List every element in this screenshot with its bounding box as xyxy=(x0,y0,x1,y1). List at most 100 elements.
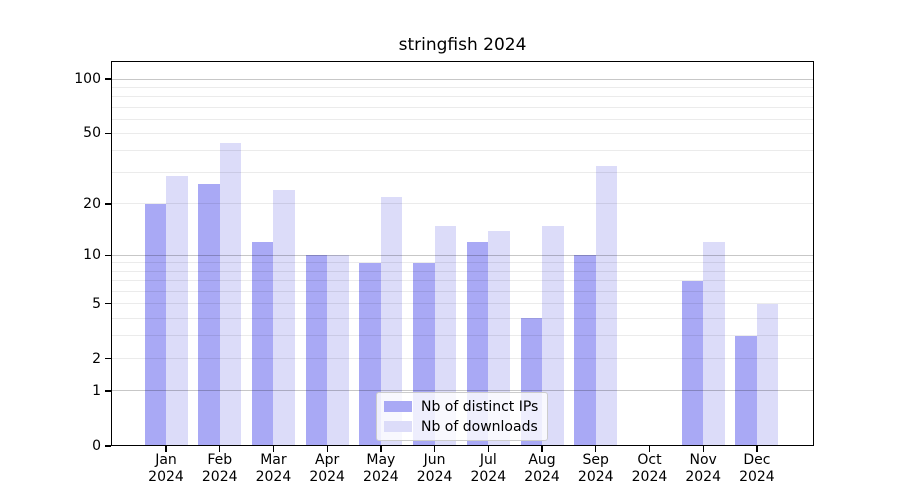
x-tick-label-month: May xyxy=(366,452,396,468)
x-tick-mark xyxy=(380,446,382,452)
y-tick-mark xyxy=(105,358,111,360)
x-tick-mark xyxy=(165,446,167,452)
x-tick-label-year: 2024 xyxy=(631,469,668,485)
bar-downloads xyxy=(219,143,242,446)
bar-distinct-ips xyxy=(198,183,220,446)
y-tick-label: 2 xyxy=(92,350,101,367)
y-gridline-minor xyxy=(111,203,814,205)
legend-label-distinct-ips: Nb of distinct IPs xyxy=(421,398,539,415)
legend: Nb of distinct IPs Nb of downloads xyxy=(376,392,549,441)
y-gridline-minor xyxy=(111,132,814,134)
bar-downloads xyxy=(166,175,188,446)
y-tick-mark xyxy=(105,390,111,392)
bar-distinct-ips xyxy=(735,335,757,446)
x-tick-mark xyxy=(272,446,275,452)
bar-distinct-ips xyxy=(574,255,596,446)
x-tick-label-year: 2024 xyxy=(255,469,292,485)
y-gridline-minor xyxy=(111,86,814,88)
x-tick-label-year: 2024 xyxy=(416,469,453,485)
x-tick-label-year: 2024 xyxy=(148,469,184,485)
x-tick-mark xyxy=(487,446,489,452)
x-tick-label-month: Apr xyxy=(315,452,340,468)
legend-item-downloads: Nb of downloads xyxy=(384,418,538,435)
x-tick-label-month: Jun xyxy=(423,452,446,468)
y-gridline-major xyxy=(111,390,814,392)
x-tick-label-year: 2024 xyxy=(363,469,399,485)
bar-distinct-ips xyxy=(144,203,166,446)
y-gridline-minor xyxy=(111,290,814,292)
y-gridline-minor xyxy=(111,262,814,264)
y-gridline-minor xyxy=(111,358,814,360)
x-tick-mark xyxy=(756,446,758,452)
y-tick-mark xyxy=(105,445,111,447)
y-gridline-major xyxy=(111,78,814,80)
y-tick-label: 1 xyxy=(92,382,101,399)
x-tick-label-month: Oct xyxy=(637,452,662,468)
y-gridline-minor xyxy=(111,317,814,319)
y-tick-label: 0 xyxy=(92,438,101,454)
x-tick-label-year: 2024 xyxy=(309,469,345,485)
x-tick-label-month: Nov xyxy=(689,452,717,468)
y-tick-mark xyxy=(105,254,111,256)
x-tick-mark xyxy=(702,446,704,452)
bar-downloads xyxy=(273,190,295,446)
x-tick-label-month: Aug xyxy=(528,452,556,468)
x-tick-label-year: 2024 xyxy=(577,469,614,485)
x-tick-mark xyxy=(433,446,436,452)
bar-downloads xyxy=(434,225,457,446)
y-tick-label: 10 xyxy=(83,247,101,264)
y-gridline-minor xyxy=(111,270,814,272)
bar-downloads xyxy=(703,242,725,446)
x-tick-label-month: Jul xyxy=(479,452,497,468)
y-tick-mark xyxy=(105,302,111,305)
bar-distinct-ips xyxy=(681,280,704,446)
x-tick-label-year: 2024 xyxy=(739,469,775,485)
x-tick-mark xyxy=(219,446,221,452)
x-tick-label-year: 2024 xyxy=(524,469,560,485)
x-tick-label-year: 2024 xyxy=(685,469,721,485)
legend-item-distinct-ips: Nb of distinct IPs xyxy=(384,398,538,415)
x-tick-label-month: Dec xyxy=(743,452,771,468)
bar-distinct-ips xyxy=(251,242,274,446)
x-tick-label-month: Mar xyxy=(260,452,287,468)
y-tick-label: 5 xyxy=(92,295,101,312)
chart-title: stringfish 2024 xyxy=(398,35,527,55)
bar-downloads xyxy=(380,196,403,446)
y-gridline-minor xyxy=(111,96,814,98)
x-tick-label-year: 2024 xyxy=(201,469,238,485)
y-gridline-minor xyxy=(111,106,814,108)
x-tick-label-month: Sep xyxy=(582,452,609,468)
y-gridline-minor xyxy=(111,172,814,174)
y-gridline-minor xyxy=(111,280,814,282)
x-tick-label-year: 2024 xyxy=(470,469,507,485)
x-tick-mark xyxy=(541,446,543,452)
y-gridline-minor xyxy=(111,303,814,305)
legend-swatch-distinct-ips xyxy=(384,401,412,412)
x-tick-mark xyxy=(595,446,597,452)
x-tick-mark xyxy=(326,446,328,452)
legend-label-downloads: Nb of downloads xyxy=(421,418,538,435)
y-tick-mark xyxy=(105,203,111,205)
bar-downloads xyxy=(756,303,779,446)
x-tick-label-month: Jan xyxy=(155,452,177,468)
y-tick-label: 20 xyxy=(83,195,101,212)
bar-distinct-ips xyxy=(359,262,381,446)
y-tick-label: 100 xyxy=(74,71,101,88)
y-tick-label: 50 xyxy=(83,125,101,142)
y-tick-mark xyxy=(105,132,111,135)
legend-swatch-downloads xyxy=(384,421,412,432)
x-tick-mark xyxy=(648,446,651,452)
x-tick-label-month: Feb xyxy=(207,452,233,468)
bar-distinct-ips xyxy=(305,255,328,446)
y-tick-mark xyxy=(105,78,111,80)
bar-downloads xyxy=(542,225,564,446)
y-gridline-minor xyxy=(111,335,814,337)
y-gridline-minor xyxy=(111,118,814,120)
y-gridline-minor xyxy=(111,150,814,152)
bar-downloads xyxy=(595,165,618,446)
y-gridline-major xyxy=(111,254,814,256)
bar-downloads xyxy=(327,255,349,446)
